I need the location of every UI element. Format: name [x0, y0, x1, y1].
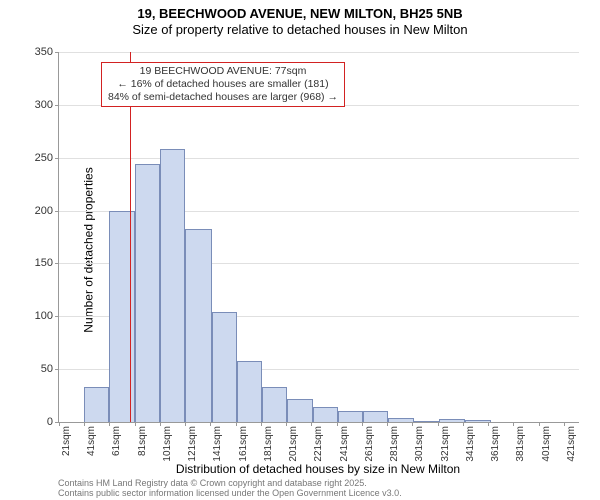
xtick-label: 321sqm: [440, 426, 451, 462]
annotation-box: 19 BEECHWOOD AVENUE: 77sqm← 16% of detac…: [101, 62, 345, 107]
xtick-label: 101sqm: [162, 426, 173, 462]
xtick-mark: [362, 422, 363, 426]
xtick-label: 121sqm: [187, 426, 198, 462]
xtick-label: 361sqm: [490, 426, 501, 462]
histogram-bar: [109, 211, 134, 422]
histogram-bar: [439, 419, 466, 422]
ytick-label: 200: [35, 205, 59, 217]
chart-title-line1: 19, BEECHWOOD AVENUE, NEW MILTON, BH25 5…: [0, 6, 600, 22]
histogram-bar: [465, 420, 490, 422]
histogram-bar: [160, 149, 185, 422]
xtick-label: 341sqm: [465, 426, 476, 462]
histogram-chart: 19, BEECHWOOD AVENUE, NEW MILTON, BH25 5…: [0, 0, 600, 500]
xtick-label: 241sqm: [339, 426, 350, 462]
chart-title-block: 19, BEECHWOOD AVENUE, NEW MILTON, BH25 5…: [0, 0, 600, 39]
histogram-bar: [262, 387, 287, 422]
histogram-bar: [237, 361, 262, 422]
xtick-mark: [261, 422, 262, 426]
ytick-label: 50: [41, 363, 59, 375]
xtick-label: 381sqm: [515, 426, 526, 462]
histogram-bar: [363, 411, 388, 422]
xtick-label: 81sqm: [137, 426, 148, 456]
xtick-mark: [236, 422, 237, 426]
histogram-bar: [287, 399, 312, 422]
marker-line: [130, 52, 131, 422]
ytick-label: 150: [35, 257, 59, 269]
xtick-label: 421sqm: [566, 426, 577, 462]
xtick-mark: [135, 422, 136, 426]
attribution-line1: Contains HM Land Registry data © Crown c…: [58, 478, 402, 488]
xtick-mark: [488, 422, 489, 426]
attribution-line2: Contains public sector information licen…: [58, 488, 402, 498]
histogram-bar: [388, 418, 413, 422]
xtick-label: 61sqm: [111, 426, 122, 456]
xtick-mark: [160, 422, 161, 426]
xtick-mark: [539, 422, 540, 426]
attribution-text: Contains HM Land Registry data © Crown c…: [58, 478, 402, 499]
xtick-mark: [463, 422, 464, 426]
ytick-label: 300: [35, 99, 59, 111]
gridline: [59, 158, 579, 159]
xtick-label: 41sqm: [86, 426, 97, 456]
plot-area: 05010015020025030035021sqm41sqm61sqm81sq…: [58, 52, 579, 423]
xtick-label: 21sqm: [61, 426, 72, 456]
xtick-label: 181sqm: [263, 426, 274, 462]
xtick-label: 161sqm: [238, 426, 249, 462]
histogram-bar: [135, 164, 160, 422]
xtick-label: 201sqm: [288, 426, 299, 462]
gridline: [59, 52, 579, 53]
xtick-mark: [564, 422, 565, 426]
xtick-label: 261sqm: [364, 426, 375, 462]
ytick-label: 0: [47, 416, 59, 428]
xtick-label: 141sqm: [212, 426, 223, 462]
xtick-mark: [59, 422, 60, 426]
histogram-bar: [84, 387, 109, 422]
xtick-mark: [387, 422, 388, 426]
x-axis-label: Distribution of detached houses by size …: [58, 462, 578, 476]
ytick-label: 350: [35, 46, 59, 58]
histogram-bar: [338, 411, 363, 422]
histogram-bar: [212, 312, 237, 422]
xtick-label: 401sqm: [541, 426, 552, 462]
histogram-bar: [414, 421, 439, 422]
xtick-label: 221sqm: [313, 426, 324, 462]
annotation-line-2: ← 16% of detached houses are smaller (18…: [108, 78, 338, 91]
xtick-mark: [337, 422, 338, 426]
ytick-label: 100: [35, 310, 59, 322]
xtick-label: 301sqm: [414, 426, 425, 462]
annotation-line-1: 19 BEECHWOOD AVENUE: 77sqm: [108, 65, 338, 78]
histogram-bar: [185, 229, 212, 422]
xtick-mark: [438, 422, 439, 426]
chart-title-line2: Size of property relative to detached ho…: [0, 22, 600, 38]
histogram-bar: [313, 407, 338, 422]
annotation-line-3: 84% of semi-detached houses are larger (…: [108, 91, 338, 104]
ytick-label: 250: [35, 152, 59, 164]
xtick-label: 281sqm: [389, 426, 400, 462]
